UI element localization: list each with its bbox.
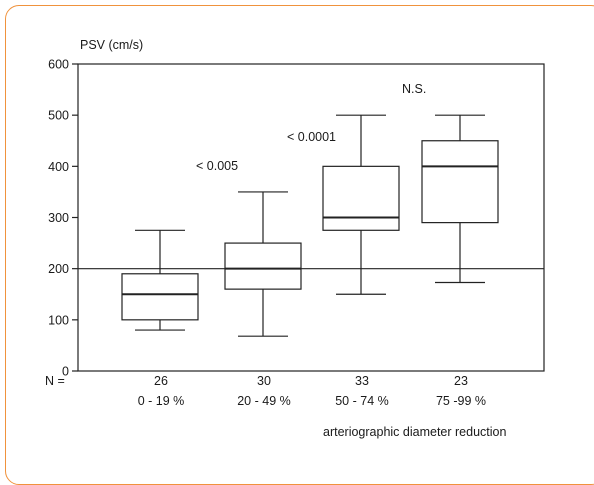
box-4 xyxy=(421,114,499,284)
y-tick-label-400: 400 xyxy=(48,160,69,174)
box-2 xyxy=(224,191,302,337)
n-label: N = xyxy=(45,374,65,388)
iqr-box xyxy=(121,273,199,321)
box-series xyxy=(121,114,499,337)
y-axis-ticks: 0 100 200 300 400 500 600 xyxy=(48,58,78,379)
y-tick-label-600: 600 xyxy=(48,58,69,72)
x-axis-labels: 26 0 - 19 % 30 20 - 49 % 33 50 - 74 % 23 75 -99… xyxy=(138,374,486,408)
x-tick-label-4: 75 -99 % xyxy=(436,394,486,408)
iqr-box xyxy=(322,165,400,231)
iqr-box xyxy=(421,140,499,224)
y-axis-label: PSV (cm/s) xyxy=(80,38,143,52)
y-tick-label-200: 200 xyxy=(48,262,69,276)
n-value-3: 33 xyxy=(355,374,369,388)
n-value-2: 30 xyxy=(257,374,271,388)
n-value-4: 23 xyxy=(454,374,468,388)
n-value-1: 26 xyxy=(154,374,168,388)
annotation-p-0.005: < 0.005 xyxy=(196,159,238,173)
box-1 xyxy=(121,229,199,331)
psv-boxplot-chart: PSV (cm/s) 0 100 200 300 400 500 600 < 0.005 <… xyxy=(45,38,545,439)
x-tick-label-3: 50 - 74 % xyxy=(335,394,389,408)
annotation-p-0.0001: < 0.0001 xyxy=(287,130,336,144)
x-axis-label: arteriographic diameter reduction xyxy=(323,425,506,439)
box-3 xyxy=(322,114,400,295)
y-tick-label-500: 500 xyxy=(48,109,69,123)
x-tick-label-2: 20 - 49 % xyxy=(237,394,291,408)
x-tick-label-1: 0 - 19 % xyxy=(138,394,185,408)
y-tick-label-300: 300 xyxy=(48,211,69,225)
y-tick-label-0: 0 xyxy=(62,365,69,379)
y-tick-label-100: 100 xyxy=(48,313,69,327)
annotation-ns: N.S. xyxy=(402,82,426,96)
iqr-box xyxy=(224,242,302,290)
